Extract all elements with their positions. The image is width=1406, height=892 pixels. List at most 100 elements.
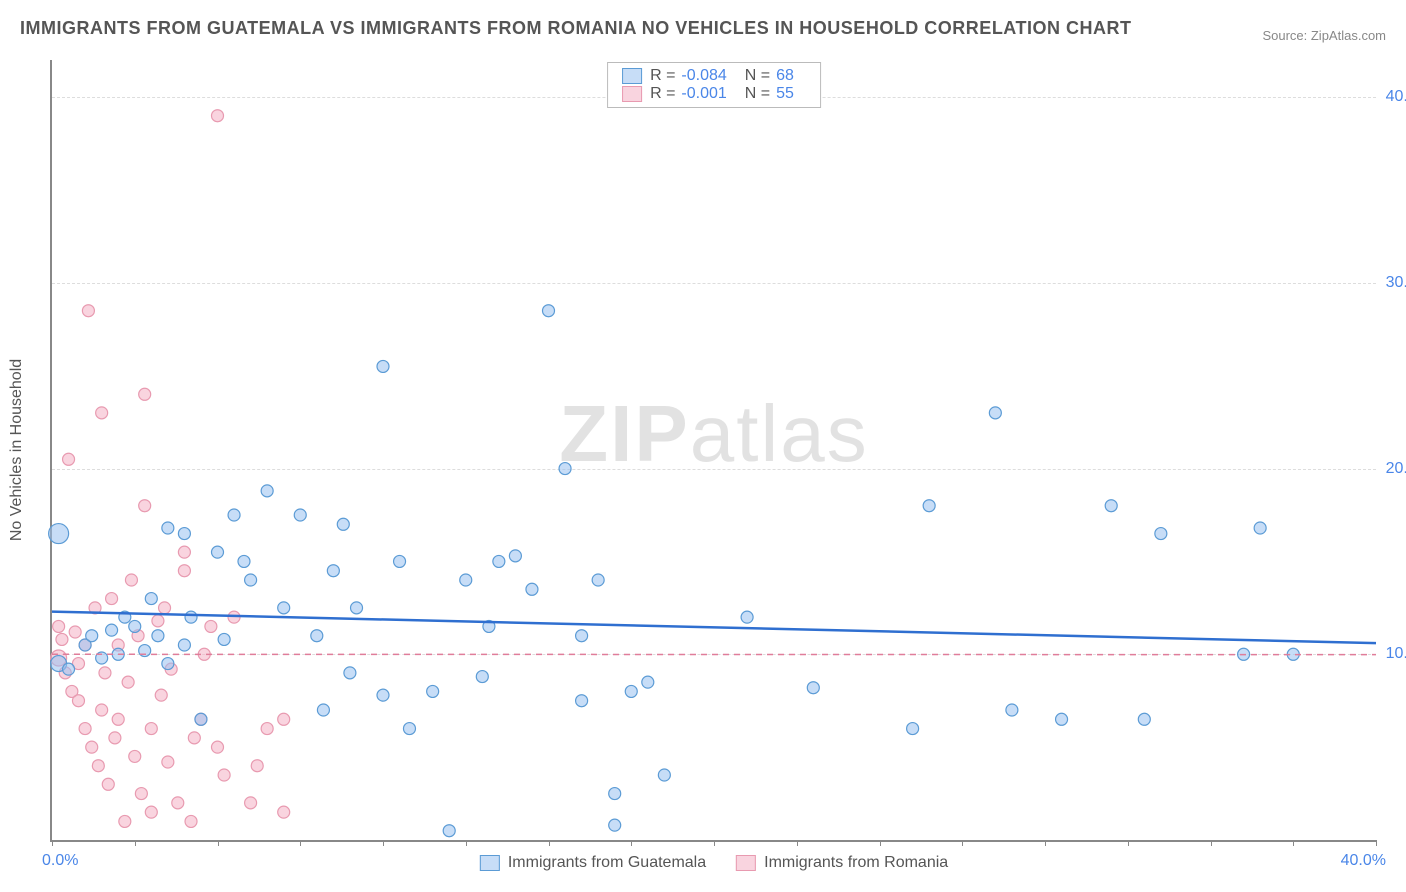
data-point xyxy=(337,518,349,530)
data-point xyxy=(96,704,108,716)
data-point xyxy=(72,695,84,707)
r-value-0: -0.084 xyxy=(681,67,726,85)
data-point xyxy=(188,732,200,744)
data-point xyxy=(476,671,488,683)
data-point xyxy=(989,407,1001,419)
source-label: Source: ZipAtlas.com xyxy=(1262,28,1386,43)
data-point xyxy=(96,407,108,419)
data-point xyxy=(79,723,91,735)
data-point xyxy=(86,741,98,753)
x-tick xyxy=(52,840,53,846)
swatch-romania xyxy=(736,855,756,871)
data-point xyxy=(212,110,224,122)
data-point xyxy=(807,682,819,694)
data-point xyxy=(427,685,439,697)
data-point xyxy=(185,611,197,623)
x-tick xyxy=(962,840,963,846)
data-point xyxy=(1006,704,1018,716)
data-point xyxy=(278,806,290,818)
data-point xyxy=(317,704,329,716)
x-tick xyxy=(631,840,632,846)
data-point xyxy=(543,305,555,317)
data-point xyxy=(394,555,406,567)
data-point xyxy=(162,522,174,534)
legend-item-guatemala: Immigrants from Guatemala xyxy=(480,854,706,872)
data-point xyxy=(460,574,472,586)
data-point xyxy=(344,667,356,679)
data-point xyxy=(294,509,306,521)
data-point xyxy=(559,463,571,475)
data-point xyxy=(351,602,363,614)
data-point xyxy=(625,685,637,697)
data-point xyxy=(493,555,505,567)
r-value-1: -0.001 xyxy=(681,85,726,103)
data-point xyxy=(109,732,121,744)
data-point xyxy=(129,620,141,632)
data-point xyxy=(443,825,455,837)
data-point xyxy=(245,574,257,586)
x-tick-max: 40.0% xyxy=(1341,852,1386,870)
data-point xyxy=(56,633,68,645)
x-tick xyxy=(466,840,467,846)
data-point xyxy=(122,676,134,688)
y-axis-label: No Vehicles in Household xyxy=(8,359,26,541)
data-point xyxy=(145,723,157,735)
legend-stats-row-1: R = -0.001 N = 55 xyxy=(622,85,806,103)
data-point xyxy=(218,769,230,781)
data-point xyxy=(609,788,621,800)
scatter-svg xyxy=(52,60,1376,840)
n-value-1: 55 xyxy=(776,85,794,103)
x-tick xyxy=(549,840,550,846)
data-point xyxy=(119,815,131,827)
data-point xyxy=(152,615,164,627)
x-tick xyxy=(135,840,136,846)
x-tick xyxy=(218,840,219,846)
data-point xyxy=(509,550,521,562)
data-point xyxy=(185,815,197,827)
data-point xyxy=(1155,528,1167,540)
data-point xyxy=(145,593,157,605)
data-point xyxy=(106,624,118,636)
data-point xyxy=(218,633,230,645)
data-point xyxy=(576,630,588,642)
data-point xyxy=(172,797,184,809)
r-label: R = xyxy=(650,85,675,103)
legend-label-0: Immigrants from Guatemala xyxy=(508,854,706,872)
y-tick-label: 20.0% xyxy=(1386,460,1406,478)
data-point xyxy=(576,695,588,707)
data-point xyxy=(86,630,98,642)
data-point xyxy=(49,524,69,544)
x-tick xyxy=(1293,840,1294,846)
data-point xyxy=(278,602,290,614)
legend-label-1: Immigrants from Romania xyxy=(764,854,948,872)
data-point xyxy=(162,756,174,768)
data-point xyxy=(311,630,323,642)
data-point xyxy=(1105,500,1117,512)
data-point xyxy=(135,788,147,800)
chart-title: IMMIGRANTS FROM GUATEMALA VS IMMIGRANTS … xyxy=(20,18,1131,39)
data-point xyxy=(159,602,171,614)
y-tick-label: 30.0% xyxy=(1386,274,1406,292)
r-label: R = xyxy=(650,67,675,85)
y-tick-label: 40.0% xyxy=(1386,88,1406,106)
data-point xyxy=(526,583,538,595)
data-point xyxy=(129,750,141,762)
x-tick xyxy=(797,840,798,846)
data-point xyxy=(92,760,104,772)
data-point xyxy=(178,639,190,651)
data-point xyxy=(112,713,124,725)
data-point xyxy=(261,485,273,497)
x-tick xyxy=(1376,840,1377,846)
trend-line xyxy=(52,612,1376,644)
legend-stats-row-0: R = -0.084 N = 68 xyxy=(622,67,806,85)
data-point xyxy=(923,500,935,512)
data-point xyxy=(228,509,240,521)
x-tick xyxy=(1045,840,1046,846)
data-point xyxy=(1138,713,1150,725)
data-point xyxy=(741,611,753,623)
data-point xyxy=(145,806,157,818)
legend-item-romania: Immigrants from Romania xyxy=(736,854,948,872)
data-point xyxy=(155,689,167,701)
data-point xyxy=(53,620,65,632)
data-point xyxy=(261,723,273,735)
